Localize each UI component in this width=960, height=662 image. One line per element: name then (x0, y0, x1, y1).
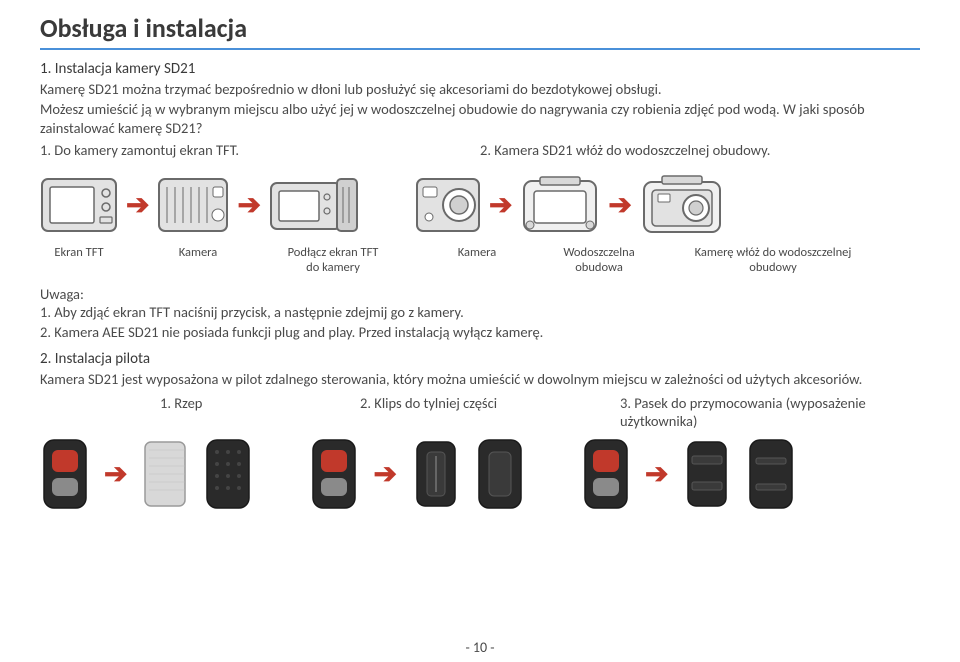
section1-heading: 1. Instalacja kamery SD21 (40, 60, 920, 78)
caption-combined: Podłącz ekran TFT do kamery (278, 246, 388, 275)
caption-case: Wodoszczelna obudowa (554, 246, 644, 275)
remote-back-icon (746, 438, 796, 510)
arrow-icon: ➔ (608, 191, 631, 219)
waterproof-case-icon (520, 175, 600, 235)
remote-front-icon (581, 438, 631, 510)
arrow-icon: ➔ (126, 191, 149, 219)
remote-front-icon (309, 438, 359, 510)
arrow-icon: ➔ (237, 191, 260, 219)
arrow-icon: ➔ (104, 460, 127, 488)
caption-in-case: Kamerę włóż do wodoszczelnej obudowy (688, 246, 858, 275)
remote-mounting-row: ➔ ➔ ➔ (40, 438, 920, 510)
label-pasek: 3. Pasek do przymocowania (wyposażenie u… (620, 394, 920, 430)
uwaga-line1: 1. Aby zdjąć ekran TFT naciśnij przycisk… (40, 303, 920, 323)
assembly-diagram-row: ➔ ➔ (40, 174, 920, 236)
caption-camera2: Kamera (444, 246, 510, 260)
uwaga-line2: 2. Kamera AEE SD21 nie posiada funkcji p… (40, 323, 920, 343)
label-rzep: 1. Rzep (160, 394, 360, 430)
page-title: Obsługa i instalacja (40, 12, 920, 44)
section2-heading: 2. Instalacja pilota (40, 350, 920, 368)
remote-back-icon (475, 438, 525, 510)
arrow-icon: ➔ (373, 460, 396, 488)
tft-attached-icon (269, 177, 359, 233)
velcro-pad-icon (141, 438, 189, 510)
title-underline (40, 48, 920, 50)
caption-camera1: Kamera (162, 246, 234, 260)
remote-front-icon (40, 438, 90, 510)
tft-screen-icon (40, 177, 118, 233)
assembly-captions-row: Ekran TFT Kamera Podłącz ekran TFT do ka… (40, 242, 920, 275)
section1-para1: Kamerę SD21 można trzymać bezpośrednio w… (40, 80, 920, 100)
section1-step2: 2. Kamera SD21 włóż do wodoszczelnej obu… (480, 141, 920, 161)
section2-para: Kamera SD21 jest wyposażona w pilot zdal… (40, 370, 920, 390)
page-number: - 10 - (0, 639, 960, 656)
uwaga-label: Uwaga: (40, 285, 920, 303)
strap-mount-icon (682, 438, 732, 510)
camera-back-icon (157, 177, 229, 233)
camera-front-icon (415, 177, 481, 233)
arrow-icon: ➔ (645, 460, 668, 488)
clip-mount-icon (411, 438, 461, 510)
label-klips: 2. Klips do tylniej części (360, 394, 620, 430)
section1-para2: Możesz umieścić ją w wybranym miejscu al… (40, 100, 920, 139)
caption-tft: Ekran TFT (40, 246, 118, 260)
section1-step1: 1. Do kamery zamontuj ekran TFT. (40, 141, 480, 161)
remote-back-icon (203, 438, 253, 510)
camera-in-case-icon (640, 174, 724, 236)
arrow-icon: ➔ (489, 191, 512, 219)
attachment-labels: 1. Rzep 2. Klips do tylniej części 3. Pa… (40, 394, 920, 430)
